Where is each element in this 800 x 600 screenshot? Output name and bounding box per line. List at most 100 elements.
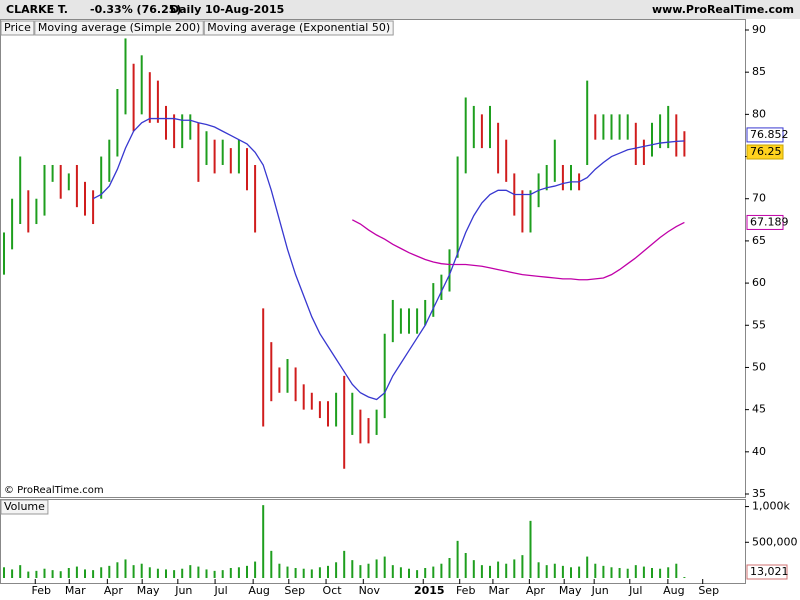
- volume-bar: [27, 571, 30, 578]
- volume-bar: [545, 565, 548, 578]
- volume-bar: [351, 560, 354, 578]
- x-tick-label: Mar: [489, 584, 510, 597]
- y-tick-label: 85: [752, 65, 766, 78]
- volume-bar: [148, 567, 151, 578]
- y-tick-label: 55: [752, 318, 766, 331]
- y-tick-label: 70: [752, 192, 766, 205]
- volume-bar: [3, 567, 5, 578]
- volume-bar: [675, 563, 678, 578]
- volume-bar: [270, 550, 273, 578]
- volume-bar: [642, 566, 645, 578]
- volume-bar: [108, 565, 111, 578]
- symbol: CLARKE T.: [6, 3, 68, 16]
- volume-bar: [537, 562, 540, 578]
- volume-bar: [424, 568, 427, 578]
- legend-entry: Price: [4, 21, 31, 34]
- volume-bar: [367, 563, 370, 578]
- volume-bar: [561, 565, 564, 578]
- x-tick-label: Nov: [359, 584, 381, 597]
- volume-bar: [59, 571, 62, 578]
- sma-last-label-box: [746, 214, 784, 230]
- volume-last-label: 13,021: [750, 565, 789, 578]
- y-tick-label: 50: [752, 360, 766, 373]
- legend-box: [0, 20, 35, 36]
- volume-bar: [302, 568, 305, 578]
- volume-bar: [294, 568, 297, 578]
- volume-bar: [262, 505, 265, 578]
- volume-bar: [505, 563, 508, 578]
- volume-bar: [19, 565, 22, 578]
- volume-bar: [456, 540, 459, 578]
- volume-bar: [92, 570, 95, 578]
- volume-bar: [480, 565, 483, 578]
- x-tick-label: Mar: [65, 584, 86, 597]
- volume-bar: [189, 565, 192, 578]
- volume-bar: [286, 566, 289, 578]
- volume-bar: [237, 567, 240, 578]
- volume-bar: [310, 569, 313, 578]
- period: Daily: [170, 3, 201, 16]
- volume-bar: [327, 565, 329, 578]
- volume-bar: [626, 568, 629, 578]
- volume-bar: [634, 565, 637, 578]
- volume-bar: [399, 567, 402, 578]
- volume-bar: [659, 568, 662, 578]
- x-tick-label: Jun: [591, 584, 609, 597]
- x-tick-label: Jun: [174, 584, 192, 597]
- volume-bar: [651, 568, 653, 578]
- x-tick-label: Feb: [32, 584, 51, 597]
- volume-bar: [116, 562, 119, 578]
- site: www.ProRealTime.com: [652, 3, 794, 16]
- volume-bar: [132, 565, 135, 578]
- volume-bar: [448, 558, 451, 578]
- ema-last-label-box: [746, 127, 784, 143]
- x-tick-label: Aug: [663, 584, 684, 597]
- volume-bar: [124, 559, 127, 578]
- volume-bar: [683, 577, 686, 578]
- volume-bar: [553, 563, 556, 578]
- volume-bar: [213, 570, 216, 578]
- x-tick-label: Feb: [456, 584, 475, 597]
- volume-bar: [181, 568, 184, 578]
- volume-bar: [489, 565, 491, 578]
- volume-bar: [383, 556, 386, 578]
- volume-bar: [51, 570, 54, 578]
- volume-bar: [667, 567, 670, 578]
- volume-bar: [173, 570, 176, 578]
- x-tick-label: Aug: [248, 584, 269, 597]
- y-tick-label: 60: [752, 276, 766, 289]
- sma-last-label: 67.189: [750, 215, 789, 228]
- x-tick-label: Apr: [526, 584, 546, 597]
- price-panel: [0, 19, 746, 498]
- volume-bar: [229, 568, 232, 578]
- volume-bar: [521, 555, 524, 578]
- volume-bar: [343, 550, 346, 578]
- volume-bar: [529, 520, 532, 578]
- copyright: © ProRealTime.com: [4, 485, 104, 496]
- volume-bar: [408, 568, 410, 578]
- y-tick-label: 65: [752, 234, 766, 247]
- x-tick-label: Oct: [323, 584, 343, 597]
- volume-bar: [497, 561, 500, 578]
- volume-bar: [440, 563, 443, 578]
- volume-bar: [205, 569, 208, 578]
- volume-bar: [513, 559, 516, 578]
- volume-bar: [359, 565, 362, 578]
- volume-bar: [391, 565, 394, 578]
- volume-bar: [67, 568, 70, 578]
- volume-bar: [318, 567, 321, 578]
- x-tick-label: May: [137, 584, 160, 597]
- x-tick-label: Jul: [213, 584, 227, 597]
- legend-box: [34, 20, 204, 36]
- volume-bar: [586, 556, 589, 578]
- y-tick-label: 90: [752, 23, 766, 36]
- volume-panel: [0, 499, 746, 584]
- volume-bar: [375, 559, 378, 578]
- volume-bar: [464, 553, 467, 578]
- volume-bar: [140, 563, 143, 578]
- change: -0.33% (76.25): [90, 3, 181, 16]
- volume-bar: [165, 569, 167, 578]
- volume-legend: Volume: [4, 500, 45, 513]
- legend-box: [0, 499, 49, 515]
